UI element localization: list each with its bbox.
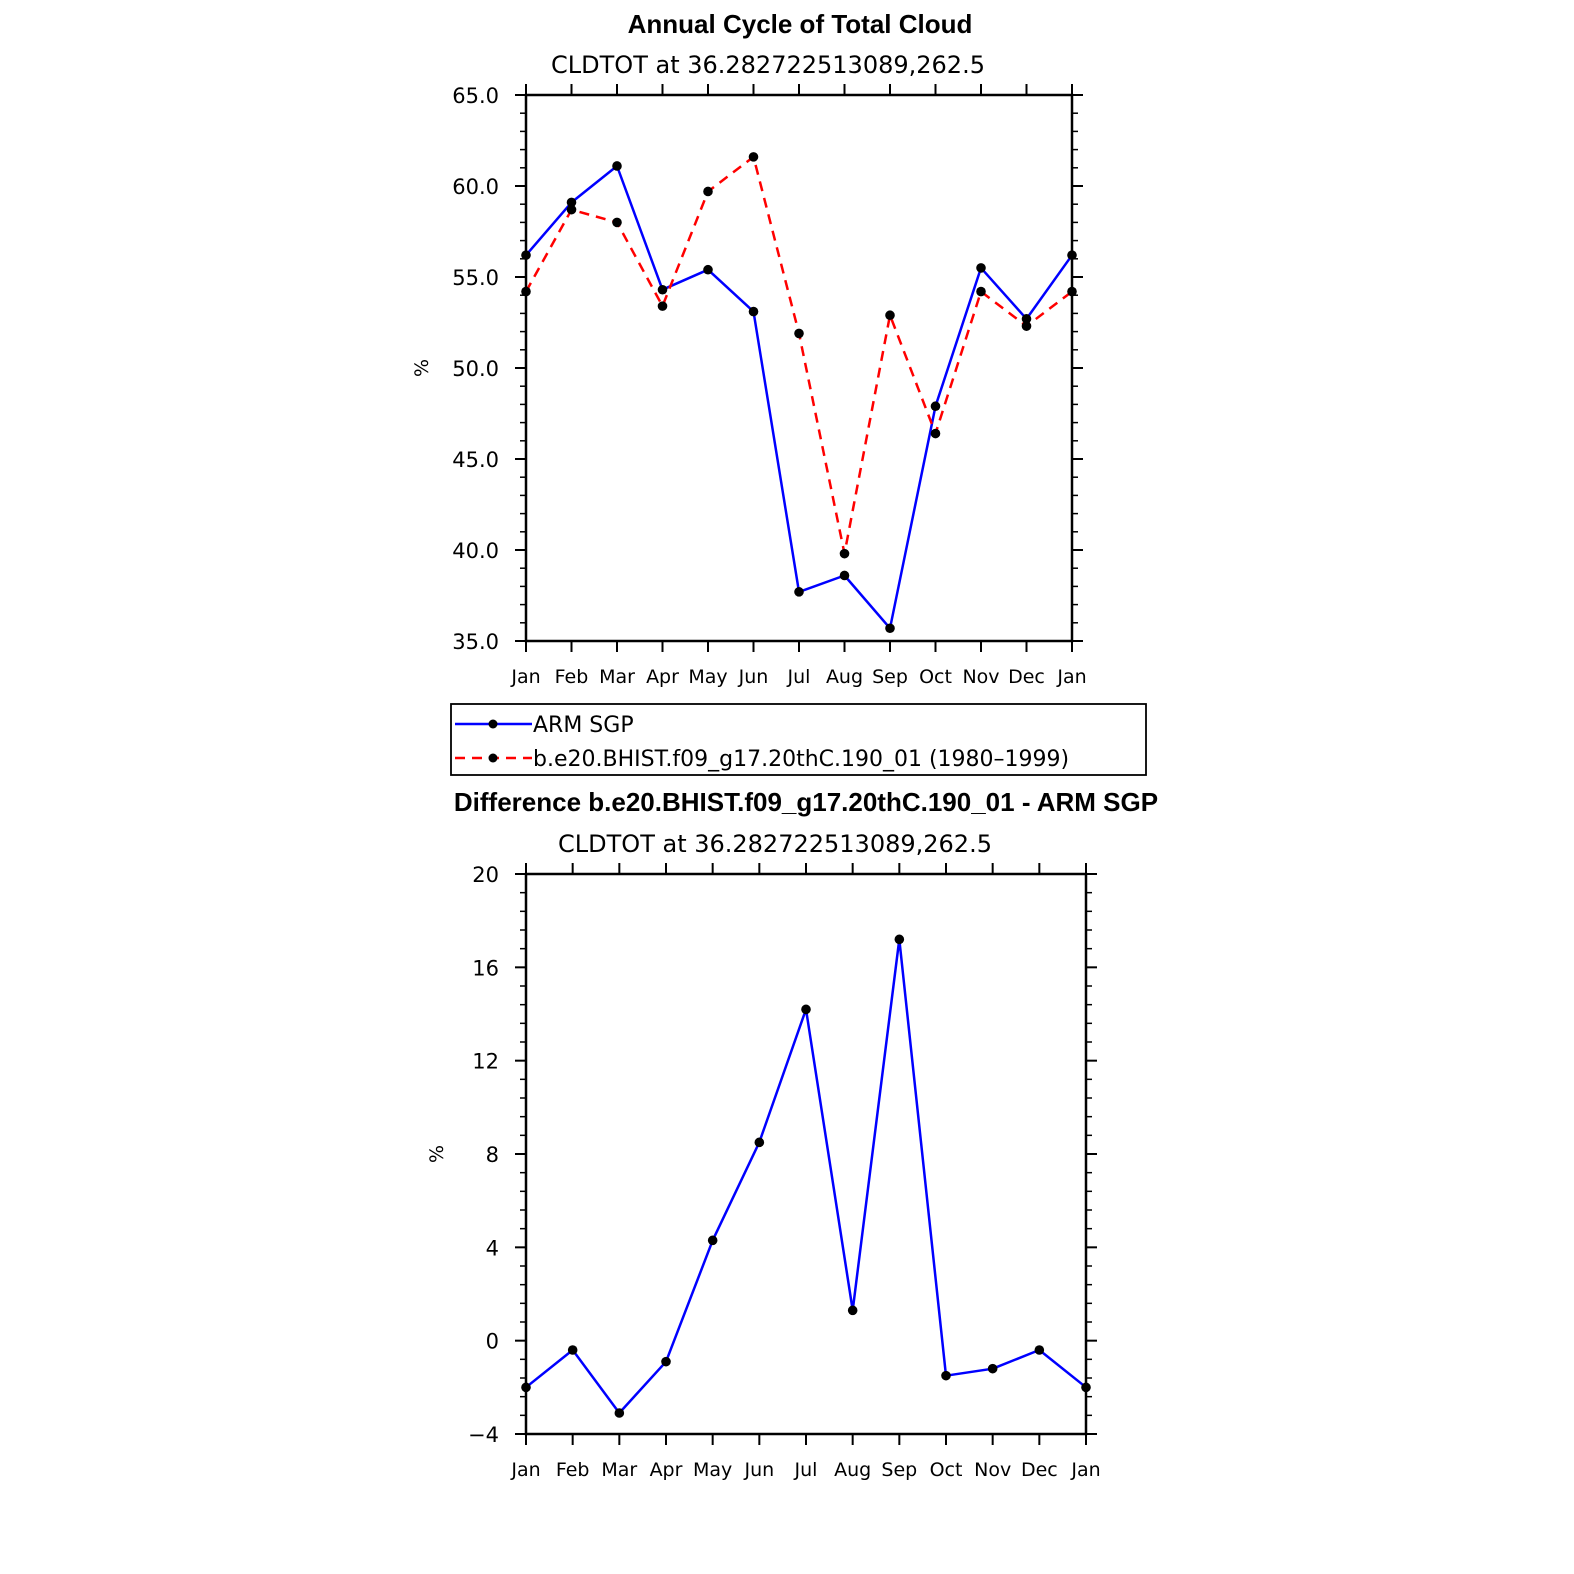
y-tick-label: −4 [468, 1423, 499, 1447]
plot-frame [524, 872, 1088, 1436]
data-point [976, 286, 986, 297]
x-tick-label: Jan [1056, 666, 1086, 688]
x-tick-label: Sep [881, 1459, 917, 1481]
data-point [657, 301, 668, 311]
y-tick-label: 0 [486, 1330, 499, 1354]
data-point [614, 1408, 625, 1418]
x-tick-label: Aug [826, 666, 863, 688]
x-tick-label: Mar [601, 1459, 637, 1481]
data-point [894, 934, 905, 945]
x-tick-label: Jul [787, 666, 811, 688]
legend: ARM SGP b.e20.BHIST.f09_g17.20thC.190_01… [450, 703, 1147, 776]
x-tick-label: Sep [872, 666, 908, 688]
annual-cycle-panel: Annual Cycle of Total Cloud CLDTOT at 36… [411, 9, 1087, 688]
data-point [839, 570, 850, 581]
y-tick-label: 55.0 [452, 266, 499, 290]
y-axis-label: % [426, 1145, 448, 1163]
x-tick-label: Feb [556, 1459, 590, 1481]
x-tick-label: Oct [930, 1459, 963, 1481]
data-point [566, 197, 577, 208]
x-tick-label: Jan [510, 666, 540, 688]
chart-subtitle: CLDTOT at 36.282722513089,262.5 [551, 51, 985, 79]
data-point [941, 1370, 951, 1381]
legend-label-model: b.e20.BHIST.f09_g17.20thC.190_01 (1980–1… [533, 747, 1069, 772]
axis-ticks: Jan Feb Mar Apr May Jun Jul Aug Sep Oct Nov Dec Jan 3… [452, 84, 1087, 688]
legend-box [450, 703, 1147, 776]
y-tick-label: 50.0 [452, 357, 499, 381]
data-point [612, 217, 622, 228]
series-markers [521, 152, 1077, 634]
y-tick-label: 12 [472, 1050, 499, 1074]
x-tick-label: Dec [1008, 666, 1045, 688]
data-point [657, 284, 668, 295]
legend-label-arm-sgp: ARM SGP [533, 713, 634, 738]
data-point [754, 1137, 765, 1148]
difference-panel: Difference b.e20.BHIST.f09_g17.20thC.190… [426, 787, 1158, 1481]
x-tick-label: May [693, 1459, 732, 1481]
x-tick-label: Nov [962, 666, 999, 688]
x-tick-label: Aug [834, 1459, 871, 1481]
x-tick-label: Apr [650, 1459, 683, 1481]
data-point [885, 310, 895, 321]
x-tick-label: Feb [555, 666, 589, 688]
data-point [847, 1305, 858, 1316]
chart-subtitle: CLDTOT at 36.282722513089,262.5 [558, 830, 992, 858]
x-tick-label: Mar [599, 666, 635, 688]
data-point [566, 204, 577, 215]
x-tick-label: May [688, 666, 727, 688]
data-point [794, 587, 804, 597]
y-tick-label: 35.0 [452, 630, 499, 654]
x-tick-label: Jun [738, 666, 769, 688]
x-tick-label: Apr [646, 666, 679, 688]
y-tick-label: 16 [472, 956, 499, 980]
y-tick-label: 60.0 [452, 175, 499, 199]
data-point [612, 161, 622, 171]
series-line-0 [525, 164, 1074, 630]
data-point [976, 263, 986, 273]
data-point [703, 186, 713, 197]
data-point [885, 623, 895, 634]
series-line-1 [524, 155, 1073, 555]
legend-marker-model [488, 753, 498, 763]
data-point [930, 428, 941, 439]
data-point [930, 401, 941, 412]
chart-title: Annual Cycle of Total Cloud [628, 9, 973, 39]
y-tick-label: 65.0 [452, 84, 499, 108]
data-point [987, 1363, 998, 1374]
x-tick-label: Jan [510, 1459, 540, 1481]
data-point [839, 548, 850, 559]
y-tick-label: 4 [486, 1236, 499, 1260]
data-point [801, 1004, 811, 1015]
plot-frame [524, 93, 1074, 643]
chart-title: Difference b.e20.BHIST.f09_g17.20thC.190… [454, 787, 1158, 817]
x-tick-label: Nov [974, 1459, 1011, 1481]
data-point [707, 1235, 718, 1246]
legend-marker-arm-sgp [488, 719, 498, 729]
data-point [1021, 321, 1032, 331]
y-tick-label: 40.0 [452, 539, 499, 563]
data-point [748, 152, 759, 162]
data-point [794, 328, 804, 339]
data-point [703, 264, 713, 275]
x-tick-label: Jan [1070, 1459, 1100, 1481]
y-tick-label: 8 [486, 1143, 499, 1167]
data-point [567, 1345, 578, 1355]
y-tick-label: 45.0 [452, 448, 499, 472]
data-point [748, 306, 759, 317]
x-tick-label: Oct [919, 666, 952, 688]
y-axis-label: % [411, 359, 433, 377]
series-markers [521, 934, 1091, 1418]
series-lines [524, 155, 1074, 630]
x-tick-label: Dec [1021, 1459, 1058, 1481]
x-tick-label: Jun [743, 1459, 774, 1481]
data-point [661, 1356, 671, 1367]
y-tick-label: 20 [472, 863, 499, 887]
x-tick-label: Jul [794, 1459, 818, 1481]
data-point [1021, 314, 1032, 324]
axis-ticks: Jan Feb Mar Apr May Jun Jul Aug Sep Oct Nov Dec Jan−… [468, 863, 1101, 1481]
data-point [1034, 1345, 1045, 1355]
